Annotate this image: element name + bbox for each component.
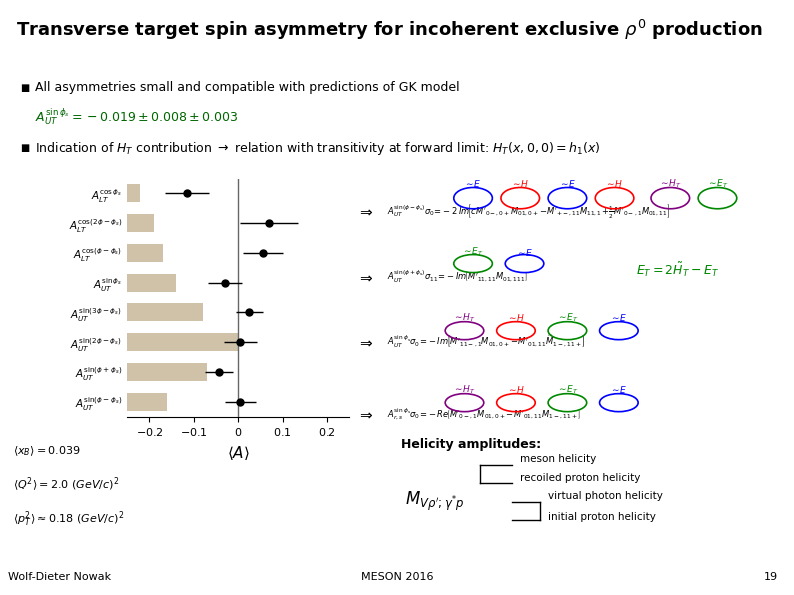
Text: $\langle p_T^2 \rangle \approx 0.18\ (GeV/c)^2$: $\langle p_T^2 \rangle \approx 0.18\ (Ge… — [13, 509, 125, 528]
Text: $\sim\!H_T$: $\sim\!H_T$ — [453, 383, 476, 396]
Bar — [127, 303, 202, 321]
Text: Transverse target spin asymmetry for incoherent exclusive $\rho^0$ production: Transverse target spin asymmetry for inc… — [16, 18, 763, 42]
Bar — [127, 274, 176, 292]
Text: Helicity amplitudes:: Helicity amplitudes: — [401, 437, 541, 450]
Text: $\sim\!H_T$: $\sim\!H_T$ — [659, 177, 681, 190]
Text: $\langle Q^2 \rangle = 2.0\ (GeV/c)^2$: $\langle Q^2 \rangle = 2.0\ (GeV/c)^2$ — [13, 476, 120, 494]
Text: $\sim\!H$: $\sim\!H$ — [507, 384, 525, 395]
Text: $\sim\!E$: $\sim\!E$ — [464, 178, 482, 189]
Text: initial proton helicity: initial proton helicity — [548, 512, 656, 522]
Text: $\sim\!E_T$: $\sim\!E_T$ — [462, 246, 484, 258]
Bar — [127, 363, 207, 381]
Text: $\sim\!H$: $\sim\!H$ — [507, 312, 525, 323]
Text: Wolf-Dieter Nowak: Wolf-Dieter Nowak — [8, 572, 111, 582]
Text: $\blacksquare$: $\blacksquare$ — [20, 142, 30, 154]
Text: $\Rightarrow$: $\Rightarrow$ — [357, 406, 374, 422]
Text: meson helicity: meson helicity — [520, 453, 596, 464]
Text: $\sim\!H_T$: $\sim\!H_T$ — [453, 311, 476, 324]
Text: $A_{UT}^{\sin(\phi-\phi_s)}\sigma_0\!=\!-2\,Im\!\left[cM'_{0-,0+}M_{01,0+}\!-\!M: $A_{UT}^{\sin(\phi-\phi_s)}\sigma_0\!=\!… — [387, 202, 671, 220]
Text: $\sim\!E_T$: $\sim\!E_T$ — [707, 177, 728, 190]
Text: $\langle x_B \rangle = 0.039$: $\langle x_B \rangle = 0.039$ — [13, 444, 81, 458]
Bar — [127, 393, 167, 411]
Text: $\Rightarrow$: $\Rightarrow$ — [357, 269, 374, 284]
Text: $\sim\!E$: $\sim\!E$ — [611, 384, 627, 395]
Text: recoiled proton helicity: recoiled proton helicity — [520, 473, 641, 483]
Text: All asymmetries small and compatible with predictions of GK model: All asymmetries small and compatible wit… — [35, 81, 460, 94]
Text: $A_{UT}^{\sin(\phi+\phi_s)}\sigma_{11}\!=\!-Im\!\left[M'_{11,11}M_{01,111}\right: $A_{UT}^{\sin(\phi+\phi_s)}\sigma_{11}\!… — [387, 268, 528, 285]
Text: Indication of $H_T$ contribution $\rightarrow$ relation with transitivity at for: Indication of $H_T$ contribution $\right… — [35, 140, 601, 157]
Text: virtual photon helicity: virtual photon helicity — [548, 491, 663, 502]
X-axis label: $\langle A \rangle$: $\langle A \rangle$ — [227, 444, 249, 462]
Text: $A_{UT}^{\sin\phi_s} = -0.019 \pm 0.008 \pm 0.003$: $A_{UT}^{\sin\phi_s} = -0.019 \pm 0.008 … — [35, 105, 238, 127]
Text: $M_{V\rho^{\prime};\gamma^{*}p}$: $M_{V\rho^{\prime};\gamma^{*}p}$ — [405, 490, 464, 513]
Text: $\sim\!E_T$: $\sim\!E_T$ — [557, 383, 578, 396]
Bar — [127, 244, 163, 262]
Text: $\sim\!H$: $\sim\!H$ — [511, 178, 530, 189]
Text: $\Rightarrow$: $\Rightarrow$ — [357, 203, 374, 219]
Text: MESON 2016: MESON 2016 — [360, 572, 434, 582]
Text: $\sim\!H$: $\sim\!H$ — [606, 178, 623, 189]
Text: $A_{UT}^{\sin\phi_s}\sigma_0\!=\!-Im\!\left[M'_{11-,1}M_{01,0+}\!-\!M'_{01,11}\t: $A_{UT}^{\sin\phi_s}\sigma_0\!=\!-Im\!\l… — [387, 334, 586, 350]
Text: $\Rightarrow$: $\Rightarrow$ — [357, 334, 374, 350]
Text: $\sim\!E$: $\sim\!E$ — [611, 312, 627, 323]
Bar — [127, 184, 141, 202]
Bar — [127, 214, 154, 232]
Text: $A_{r,s}^{\sin\phi_s}\sigma_0\!=\!-Re\!\left[M'_{0-,1}M_{01,0+}\!-\!M'_{01,11}M_: $A_{r,s}^{\sin\phi_s}\sigma_0\!=\!-Re\!\… — [387, 406, 581, 422]
Text: $E_T = 2\tilde{H}_T - E_T$: $E_T = 2\tilde{H}_T - E_T$ — [636, 261, 719, 280]
Text: $\blacksquare$: $\blacksquare$ — [20, 82, 30, 93]
Bar — [127, 333, 238, 351]
Text: $\sim\!E$: $\sim\!E$ — [516, 247, 533, 258]
Text: 19: 19 — [764, 572, 778, 582]
Text: $\sim\!E_T$: $\sim\!E_T$ — [557, 311, 578, 324]
Text: $\sim\!E$: $\sim\!E$ — [559, 178, 576, 189]
